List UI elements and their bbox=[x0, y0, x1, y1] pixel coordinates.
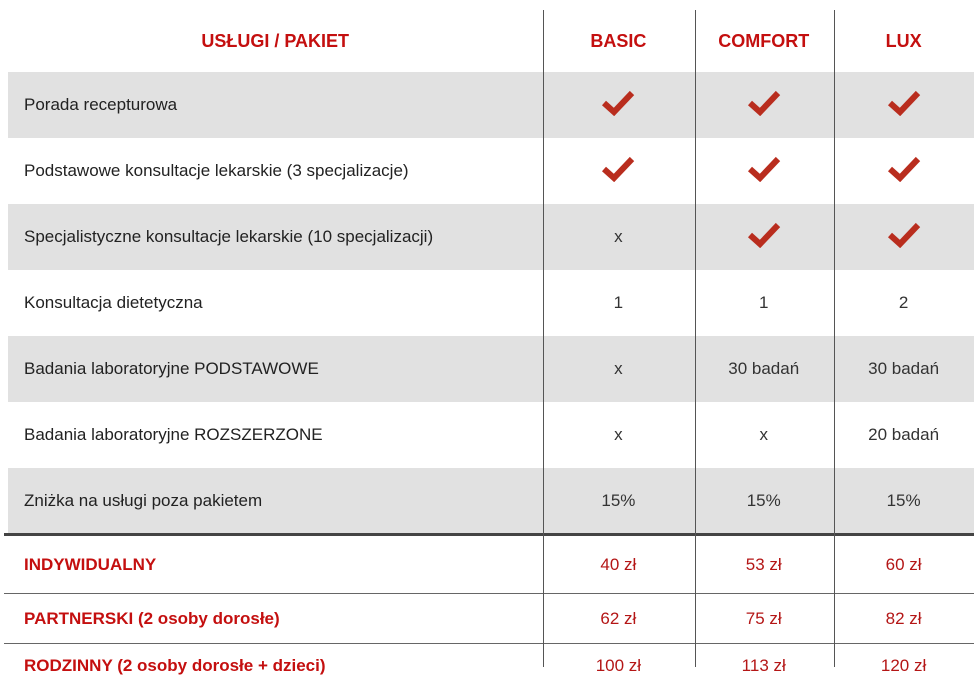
basic-price: 100 zł bbox=[595, 655, 642, 675]
price-row: RODZINNY (2 osoby dorosłe + dzieci) 100 z… bbox=[8, 644, 974, 687]
checkmark-icon bbox=[601, 156, 635, 182]
service-label: Zniżka na usługi poza pakietem bbox=[24, 491, 263, 510]
comfort-included bbox=[694, 90, 833, 121]
header-row: USŁUGI / PAKIET BASIC COMFORT LUX bbox=[8, 10, 974, 72]
package-label: RODZINNY (2 osoby dorosłe + dzieci) bbox=[24, 655, 326, 675]
section-divider bbox=[4, 533, 974, 536]
comfort-value: 15% bbox=[746, 491, 781, 510]
checkmark-icon bbox=[887, 156, 921, 182]
basic-price: 40 zł bbox=[600, 554, 637, 574]
comfort-included bbox=[694, 222, 833, 253]
comfort-value: 30 badań bbox=[728, 359, 800, 378]
checkmark-icon bbox=[747, 90, 781, 116]
basic-included bbox=[542, 90, 694, 121]
checkmark-icon bbox=[887, 222, 921, 248]
lux-included bbox=[833, 222, 974, 253]
header-basic: BASIC bbox=[590, 30, 647, 51]
lux-price: 60 zł bbox=[885, 554, 922, 574]
basic-value: x bbox=[614, 425, 623, 444]
basic-value: x bbox=[614, 227, 623, 246]
service-row: Badania laboratoryjne ROZSZERZONE x x 20 ba… bbox=[8, 402, 974, 468]
price-row: INDYWIDUALNY 40 zł 53 zł 60 zł bbox=[8, 536, 974, 593]
basic-price: 62 zł bbox=[600, 608, 637, 628]
comfort-value: x bbox=[759, 425, 768, 444]
lux-price: 82 zł bbox=[885, 608, 922, 628]
comfort-value: 1 bbox=[758, 293, 769, 312]
service-label: Badania laboratoryjne ROZSZERZONE bbox=[24, 425, 323, 444]
comfort-price: 53 zł bbox=[745, 554, 782, 574]
lux-value: 30 badań bbox=[868, 359, 940, 378]
lux-price: 120 zł bbox=[880, 655, 927, 675]
basic-included bbox=[542, 156, 694, 187]
service-label: Konsultacja dietetyczna bbox=[24, 293, 203, 312]
header-lux: LUX bbox=[885, 30, 922, 51]
basic-value: 1 bbox=[613, 293, 624, 312]
checkmark-icon bbox=[747, 222, 781, 248]
lux-included bbox=[833, 90, 974, 121]
checkmark-icon bbox=[601, 90, 635, 116]
checkmark-icon bbox=[887, 90, 921, 116]
service-row: Podstawowe konsultacje lekarskie (3 spec… bbox=[8, 138, 974, 204]
comfort-included bbox=[694, 156, 833, 187]
comfort-price: 75 zł bbox=[745, 608, 782, 628]
price-row: PARTNERSKI (2 osoby dorosłe) 62 zł 75 zł 82… bbox=[8, 594, 974, 643]
lux-included bbox=[833, 156, 974, 187]
basic-value: x bbox=[614, 359, 623, 378]
column-divider bbox=[695, 10, 696, 667]
basic-value: 15% bbox=[601, 491, 636, 510]
row-divider bbox=[4, 643, 974, 644]
service-label: Badania laboratoryjne PODSTAWOWE bbox=[24, 359, 319, 378]
service-label: Porada recepturowa bbox=[24, 95, 178, 114]
lux-value: 20 badań bbox=[868, 425, 940, 444]
checkmark-icon bbox=[747, 156, 781, 182]
service-row: Konsultacja dietetyczna 1 1 2 bbox=[8, 270, 974, 336]
comfort-price: 113 zł bbox=[741, 655, 786, 675]
service-row: Porada recepturowa bbox=[8, 72, 974, 138]
service-row: Zniżka na usługi poza pakietem 15% 15% 15% bbox=[8, 468, 974, 534]
service-row: Badania laboratoryjne PODSTAWOWE x 30 bada… bbox=[8, 336, 974, 402]
column-divider bbox=[834, 10, 835, 667]
lux-value: 15% bbox=[886, 491, 921, 510]
header-services: USŁUGI / PAKIET bbox=[201, 30, 350, 51]
package-label: INDYWIDUALNY bbox=[24, 554, 157, 574]
service-label: Podstawowe konsultacje lekarskie (3 spec… bbox=[24, 161, 409, 180]
row-divider bbox=[4, 593, 974, 594]
lux-value: 2 bbox=[898, 293, 909, 312]
package-label: PARTNERSKI (2 osoby dorosłe) bbox=[24, 608, 280, 628]
service-label: Specjalistyczne konsultacje lekarskie (1… bbox=[24, 227, 434, 246]
service-row: Specjalistyczne konsultacje lekarskie (1… bbox=[8, 204, 974, 270]
column-divider bbox=[543, 10, 544, 667]
header-comfort: COMFORT bbox=[718, 30, 810, 51]
